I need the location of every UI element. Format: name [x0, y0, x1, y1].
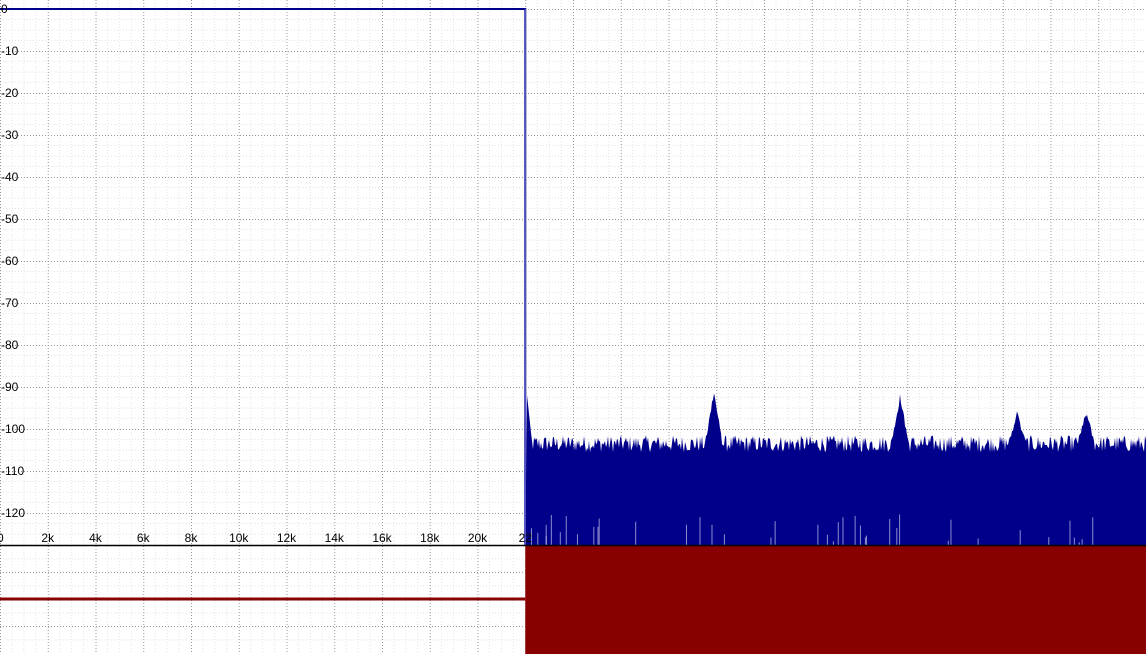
y-tick-label: -10: [1, 44, 19, 58]
y-tick-label: -70: [1, 296, 19, 310]
tick-labels: 0 -10 -20 -30 -40 -50 -60 -70 -80 -90 -100 -110 -120…: [0, 2, 532, 545]
x-tick-label: 2k: [41, 531, 55, 545]
stopband-noise-fill: [525, 393, 1146, 546]
x-tick-label: 4k: [89, 531, 103, 545]
x-tick-label: 20k: [468, 531, 488, 545]
y-tick-label: -30: [1, 128, 19, 142]
y-tick-label: -40: [1, 170, 19, 184]
y-tick-label: 0: [1, 2, 8, 16]
y-tick-label: -20: [1, 86, 19, 100]
x-tick-label: 18k: [420, 531, 440, 545]
x-tick-label: 12k: [277, 531, 297, 545]
y-tick-label: -100: [1, 422, 25, 436]
y-tick-label: -60: [1, 254, 19, 268]
x-tick-label: 0: [0, 531, 4, 545]
y-tick-label: -110: [1, 464, 24, 478]
y-tick-label: -80: [1, 338, 19, 352]
y-tick-label: -50: [1, 212, 19, 226]
series-layer: [0, 8, 1146, 546]
y-tick-label: -120: [1, 506, 25, 520]
x-tick-label: 22: [519, 531, 533, 545]
x-tick-label: 10k: [229, 531, 249, 545]
x-tick-label: 16k: [372, 531, 392, 545]
lower-panel: [0, 545, 1146, 654]
y-tick-label: -90: [1, 380, 19, 394]
lower-noise-fill: [525, 545, 1146, 654]
x-tick-label: 14k: [325, 531, 345, 545]
x-tick-label: 8k: [185, 531, 199, 545]
x-tick-label: 6k: [137, 531, 151, 545]
